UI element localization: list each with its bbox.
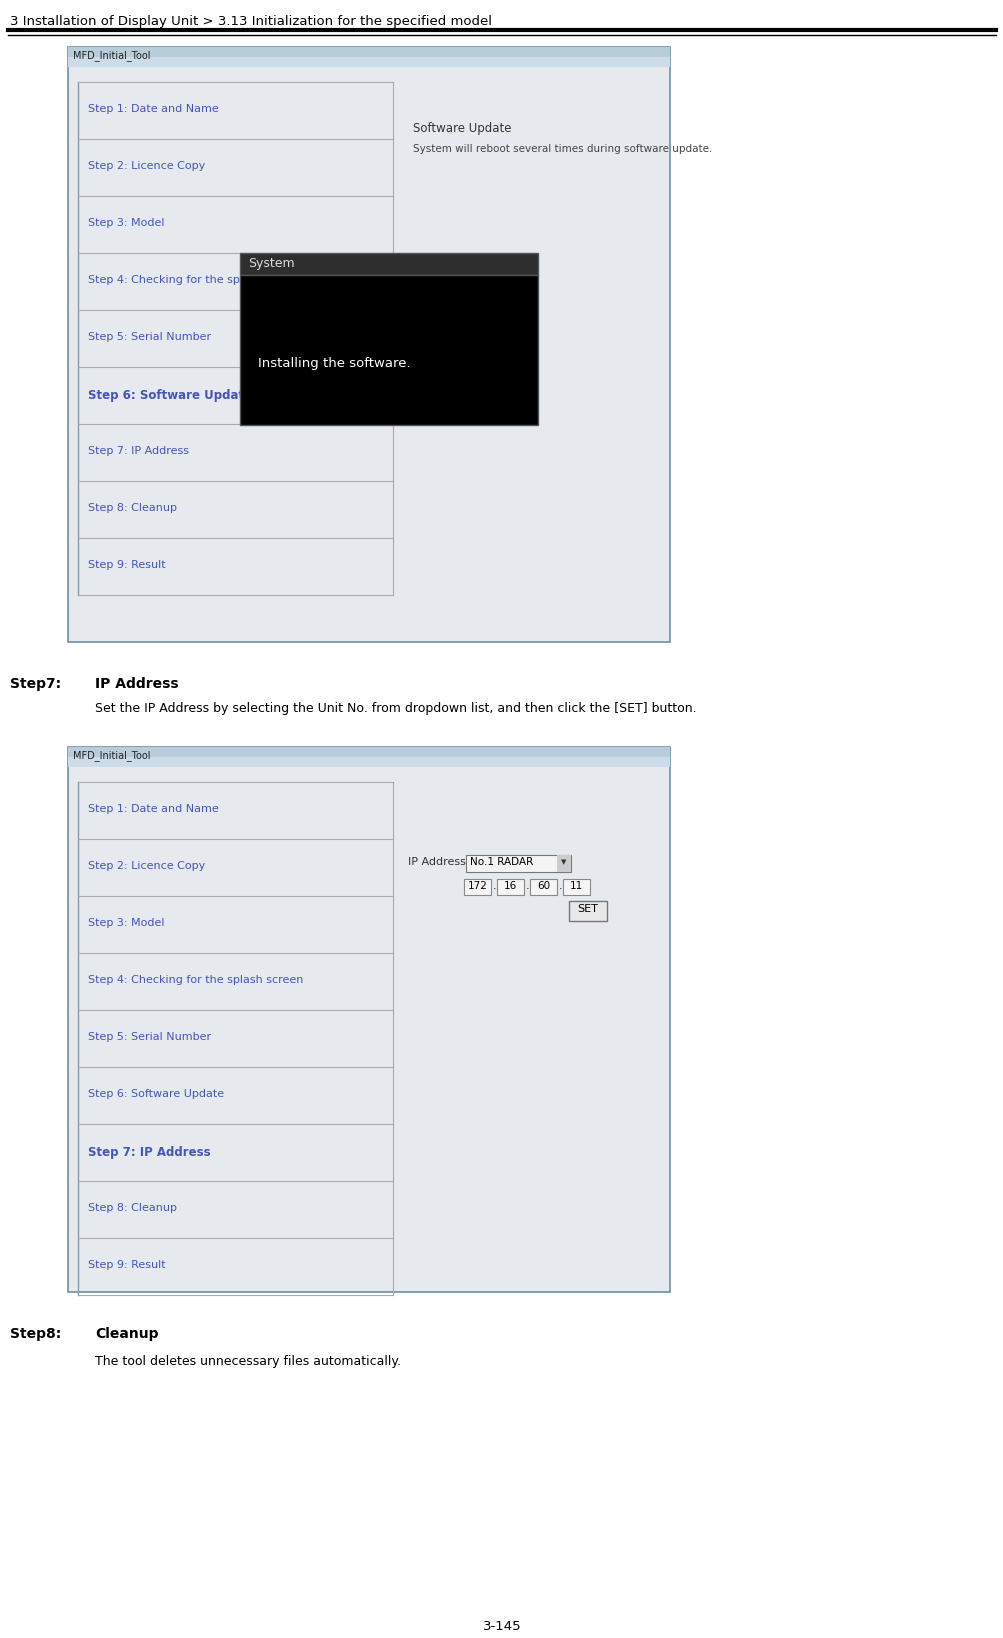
Text: Step 5: Serial Number: Step 5: Serial Number [88, 333, 211, 342]
Text: Step 8: Cleanup: Step 8: Cleanup [88, 503, 177, 513]
Bar [68, 48, 669, 642]
Bar [240, 275, 538, 424]
Text: Step 1: Date and Name: Step 1: Date and Name [88, 103, 219, 115]
Bar [530, 880, 557, 894]
Text: Step 8: Cleanup: Step 8: Cleanup [88, 1202, 177, 1214]
Text: Step7:: Step7: [10, 676, 61, 691]
Text: Step 4: Checking for the splash screen: Step 4: Checking for the splash screen [88, 975, 303, 984]
Text: Step 3: Model: Step 3: Model [88, 218, 164, 228]
Bar [68, 757, 669, 767]
Text: Step 7: IP Address: Step 7: IP Address [88, 1147, 211, 1160]
Bar [68, 57, 669, 67]
Text: Step 6: Software Update: Step 6: Software Update [88, 388, 252, 401]
Bar [496, 880, 524, 894]
Text: Step8:: Step8: [10, 1327, 61, 1342]
Text: Step 2: Licence Copy: Step 2: Licence Copy [88, 862, 205, 871]
Text: .: . [526, 881, 530, 891]
Text: Installing the software.: Installing the software. [258, 357, 410, 370]
Text: Step 3: Model: Step 3: Model [88, 917, 164, 929]
Text: SET: SET [577, 904, 598, 914]
Text: 172: 172 [467, 881, 486, 891]
Text: Step 1: Date and Name: Step 1: Date and Name [88, 804, 219, 814]
Text: Step 7: IP Address: Step 7: IP Address [88, 446, 189, 455]
Bar [68, 48, 669, 67]
Text: Step 9: Result: Step 9: Result [88, 1260, 165, 1269]
Text: .: . [492, 881, 496, 891]
Text: MFD_Initial_Tool: MFD_Initial_Tool [73, 51, 150, 61]
Text: Step 2: Licence Copy: Step 2: Licence Copy [88, 161, 205, 170]
Bar [557, 855, 571, 871]
Bar [569, 901, 607, 921]
Text: IP Address: IP Address [407, 857, 465, 867]
Text: The tool deletes unnecessary files automatically.: The tool deletes unnecessary files autom… [95, 1355, 400, 1368]
Text: Step 5: Serial Number: Step 5: Serial Number [88, 1032, 211, 1042]
Text: Step 6: Software Update: Step 6: Software Update [88, 1089, 224, 1099]
Text: 3-145: 3-145 [482, 1620, 521, 1633]
Bar [240, 252, 538, 275]
Text: ▼: ▼ [561, 858, 566, 865]
Text: 3 Installation of Display Unit > 3.13 Initialization for the specified model: 3 Installation of Display Unit > 3.13 In… [10, 15, 491, 28]
Text: Software Update: Software Update [412, 121, 511, 134]
Text: Step 9: Result: Step 9: Result [88, 560, 165, 570]
Text: 11: 11 [570, 881, 583, 891]
Bar [68, 747, 669, 767]
Text: MFD_Initial_Tool: MFD_Initial_Tool [73, 750, 150, 762]
Text: IP Address: IP Address [95, 676, 179, 691]
Text: System: System [248, 257, 294, 270]
Text: Cleanup: Cleanup [95, 1327, 158, 1342]
Text: 16: 16 [504, 881, 517, 891]
Text: 60: 60 [537, 881, 550, 891]
Text: Set the IP Address by selecting the Unit No. from dropdown list, and then click : Set the IP Address by selecting the Unit… [95, 703, 696, 716]
Text: .: . [559, 881, 562, 891]
Bar [563, 880, 590, 894]
Bar [68, 747, 669, 1292]
Text: System will reboot several times during software update.: System will reboot several times during … [412, 144, 712, 154]
Bar [463, 880, 490, 894]
Text: No.1 RADAR: No.1 RADAR [469, 857, 533, 867]
Text: Step 4: Checking for the splash screen: Step 4: Checking for the splash screen [88, 275, 303, 285]
Bar [465, 855, 571, 871]
